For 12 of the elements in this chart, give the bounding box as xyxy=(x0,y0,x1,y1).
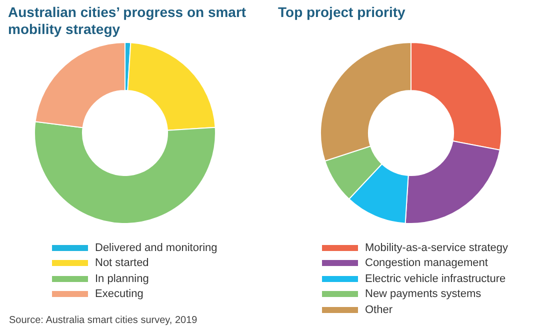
legend-label: Executing xyxy=(95,288,144,300)
legend-label: In planning xyxy=(95,272,149,285)
legend-label: Mobility-as-a-service strategy xyxy=(365,242,508,254)
chart-title: Australian cities’ progress on smart mobility strategy xyxy=(8,4,248,38)
legend-label: Other xyxy=(365,304,393,316)
source-note: Source: Australia smart cities survey, 2019 xyxy=(9,315,198,326)
legend-label: New payments systems xyxy=(365,288,482,300)
legend-label: Electric vehicle infrastructure xyxy=(365,272,506,285)
legend-label: Not started xyxy=(95,257,149,270)
chart-title: Top project priority xyxy=(278,4,406,21)
legend-label: Delivered and monitoring xyxy=(95,242,218,254)
legend-label: Congestion management xyxy=(365,257,488,270)
